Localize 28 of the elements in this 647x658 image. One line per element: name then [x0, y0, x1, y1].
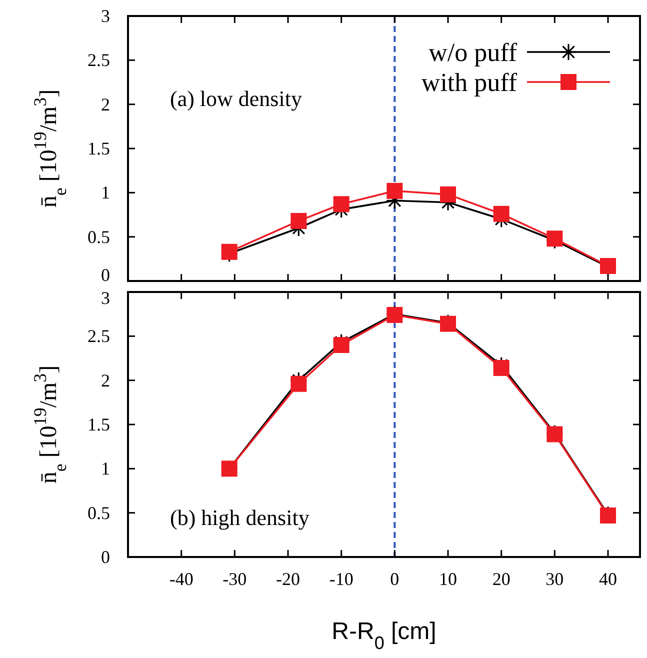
x-axis-title: R-R$_{0}$ [cm] — [332, 618, 436, 653]
y-tick-label: 2.5 — [88, 326, 110, 346]
y-tick-label: 0.5 — [88, 226, 110, 247]
y-tick-label: 2 — [101, 370, 110, 390]
x-tick-label: 30 — [546, 569, 564, 589]
x-tick-label: -30 — [222, 569, 247, 589]
y-tick-label: 2 — [101, 94, 110, 114]
y-tick-label: 1.5 — [88, 414, 110, 434]
x-tick-label: -40 — [169, 569, 194, 589]
x-tick-label: 40 — [599, 569, 617, 589]
x-tick-label: 20 — [492, 569, 510, 589]
y-tick-label: 2.5 — [88, 50, 110, 70]
x-tick-label: -10 — [329, 569, 354, 589]
legend-label: w/o puff — [428, 38, 518, 67]
y-tick-label: 3 — [101, 6, 110, 26]
y-tick-label: 0.5 — [88, 502, 110, 523]
y-tick-label: 1 — [101, 182, 110, 203]
y-tick-label: 0 — [101, 265, 110, 285]
x-tick-label: 0 — [390, 569, 400, 589]
y-tick-label: 0 — [101, 547, 110, 567]
x-tick-label: 10 — [439, 569, 457, 589]
y-tick-label: 1.5 — [88, 138, 110, 158]
x-tick-label: -20 — [276, 569, 300, 589]
annotation: (a) low density — [170, 86, 302, 111]
y-tick-label: 3 — [101, 288, 110, 308]
legend-label: with puff — [421, 68, 518, 97]
y-tick-label: 1 — [101, 458, 110, 479]
annotation: (b) high density — [170, 505, 310, 530]
